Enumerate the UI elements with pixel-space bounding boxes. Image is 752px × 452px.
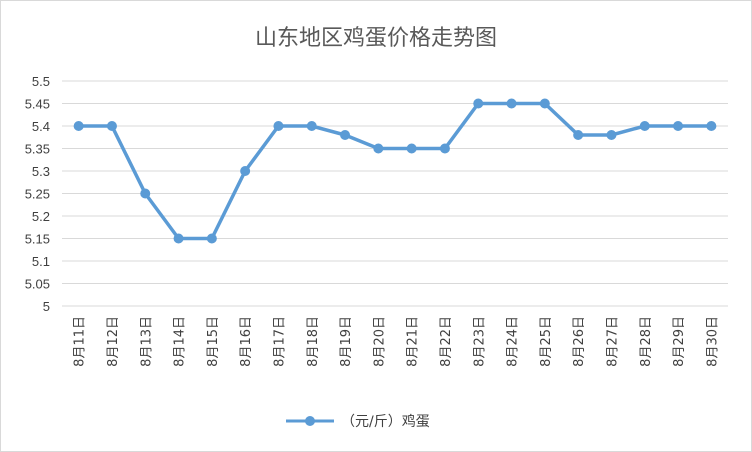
legend-marker <box>305 416 315 426</box>
data-point <box>306 121 317 131</box>
x-tick-label: 8月20日 <box>372 316 387 367</box>
data-point <box>273 121 284 131</box>
data-point <box>639 121 650 131</box>
data-point <box>673 121 684 131</box>
data-point <box>506 98 517 109</box>
data-point <box>373 143 384 154</box>
data-point <box>539 98 550 109</box>
series-layer <box>73 98 717 244</box>
x-tick-label: 8月16日 <box>239 316 254 367</box>
x-tick-label: 8月24日 <box>506 316 521 367</box>
x-tick-label: 8月22日 <box>439 316 454 367</box>
data-point <box>573 130 584 140</box>
x-axis-ticks: 8月11日 8月12日 8月13日 8月14日 8月15日 8月16日 8月17日 8月18日… <box>73 316 721 367</box>
x-tick-label: 8月18日 <box>306 316 321 367</box>
x-tick-label: 8月29日 <box>672 316 687 367</box>
x-tick-label: 8月28日 <box>639 316 654 367</box>
data-point <box>140 188 151 199</box>
x-tick-label: 8月12日 <box>106 316 121 367</box>
x-tick-label: 8月17日 <box>272 316 287 367</box>
y-axis-ticks: 5 5.05 5.1 5.15 5.2 5.25 5.3 5.35 5.4 5.45 5.5 <box>25 74 50 314</box>
x-tick-label: 8月19日 <box>339 316 354 367</box>
x-tick-label: 8月30日 <box>705 316 720 367</box>
x-tick-label: 8月11日 <box>73 316 88 367</box>
data-point <box>340 130 351 140</box>
y-tick-label: 5 <box>43 299 50 314</box>
y-tick-label: 5.35 <box>25 142 50 157</box>
x-tick-label: 8月23日 <box>472 316 487 367</box>
data-point <box>206 233 217 244</box>
x-tick-label: 8月26日 <box>572 316 587 367</box>
data-point <box>439 143 450 154</box>
y-tick-label: 5.5 <box>32 74 50 89</box>
data-point <box>106 121 117 131</box>
x-tick-label: 8月25日 <box>539 316 554 367</box>
y-tick-label: 5.2 <box>32 209 50 224</box>
series-line-0 <box>78 101 712 241</box>
data-point <box>473 98 484 109</box>
y-tick-label: 5.4 <box>32 119 50 134</box>
y-tick-label: 5.05 <box>25 277 50 292</box>
y-tick-label: 5.15 <box>25 232 50 247</box>
x-tick-label: 8月14日 <box>173 316 188 367</box>
data-point <box>73 121 84 131</box>
data-point <box>173 233 184 244</box>
data-point <box>406 143 417 154</box>
y-tick-label: 5.25 <box>25 187 50 202</box>
x-tick-label: 8月15日 <box>206 316 221 367</box>
legend-label: （元/斤）鸡蛋 <box>341 413 430 430</box>
chart-title: 山东地区鸡蛋价格走势图 <box>255 26 497 51</box>
y-tick-label: 5.3 <box>32 164 50 179</box>
y-tick-label: 5.1 <box>32 254 50 269</box>
data-point <box>706 121 717 131</box>
x-tick-label: 8月13日 <box>139 316 154 367</box>
data-point <box>240 166 251 176</box>
y-tick-label: 5.45 <box>25 97 50 112</box>
legend: （元/斤）鸡蛋 <box>286 413 430 430</box>
x-tick-label: 8月27日 <box>605 316 620 367</box>
x-tick-label: 8月21日 <box>406 316 421 367</box>
grid-layer <box>62 80 728 307</box>
data-point <box>606 130 617 140</box>
